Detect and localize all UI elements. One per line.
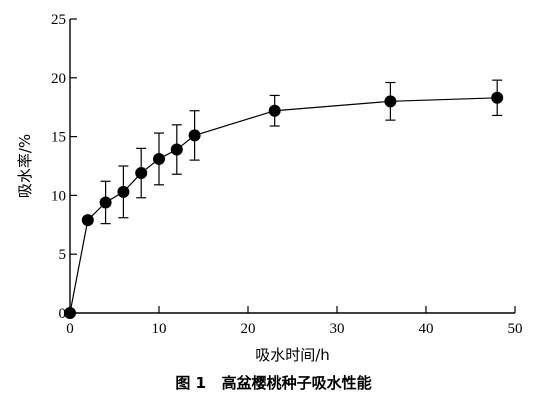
axes	[69, 19, 515, 314]
y-tick-label: 20	[51, 71, 66, 87]
data-point	[153, 152, 165, 165]
ticks: 0 10 20 30 40 50 0 5 10 15 20 25	[51, 12, 523, 337]
data-point	[384, 95, 397, 108]
data-point	[64, 307, 76, 319]
data-point	[135, 167, 148, 180]
x-tick-label: 20	[241, 321, 256, 337]
data-point	[117, 185, 130, 198]
x-tick-label: 50	[508, 321, 523, 337]
x-axis-title: 吸水时间/h	[255, 346, 330, 364]
data-point	[188, 129, 201, 142]
x-tick-label: 0	[66, 321, 74, 337]
data-point	[99, 196, 112, 209]
y-tick-label: 5	[59, 247, 67, 263]
figure-caption: 图 1 高盆樱桃种子吸水性能	[175, 374, 372, 392]
data-point	[268, 104, 281, 117]
y-tick-label: 25	[51, 12, 66, 28]
y-tick-label: 10	[51, 188, 66, 204]
series	[64, 79, 504, 319]
data-point	[170, 143, 183, 156]
x-tick-label: 30	[330, 321, 345, 337]
water-absorption-chart: 0 10 20 30 40 50 0 5 10 15 20 25 吸水时间/h 吸水率/%	[16, 12, 523, 364]
x-tick-label: 40	[419, 321, 434, 337]
y-tick-label: 15	[51, 130, 66, 146]
y-axis-title: 吸水率/%	[16, 134, 34, 198]
series-line	[69, 97, 498, 314]
data-point	[81, 214, 94, 227]
y-tick-label: 0	[59, 306, 67, 322]
x-tick-label: 10	[152, 321, 167, 337]
data-point	[491, 91, 504, 104]
